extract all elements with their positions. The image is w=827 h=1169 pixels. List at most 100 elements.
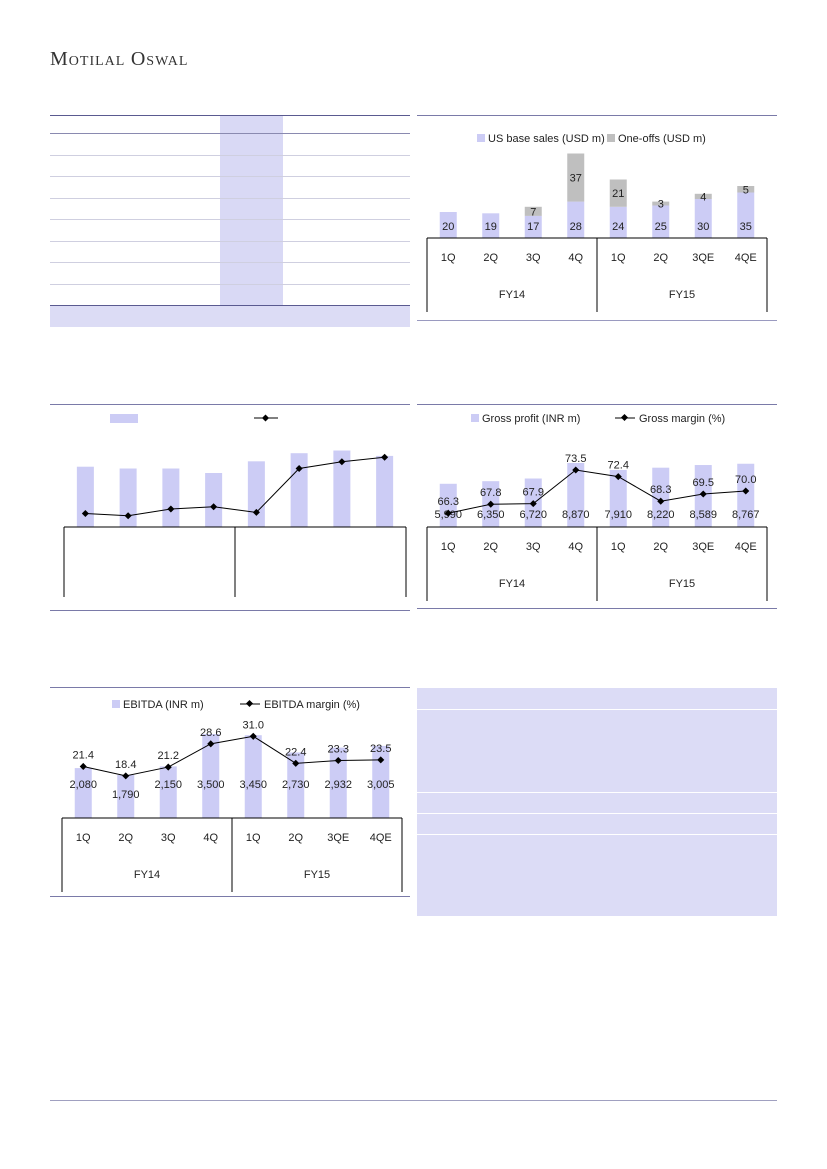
legend-line-marker [620, 413, 629, 422]
data-label-line: 21.2 [158, 750, 179, 762]
data-label-line: 67.8 [480, 487, 501, 499]
table-highlight-column [220, 116, 283, 327]
tick-label: 1Q [441, 541, 456, 553]
bar-one-off [609, 179, 627, 207]
bar [202, 734, 220, 818]
legend-one-offs-label: One-offs (USD m) [618, 133, 706, 145]
bar-one-off [737, 186, 755, 193]
legend-bar-swatch [112, 700, 120, 708]
line-marker [292, 759, 300, 767]
data-label-one-off: 7 [530, 206, 536, 218]
line-series [85, 456, 385, 517]
data-label-bar: 3,450 [239, 779, 267, 791]
data-label-one-off: 21 [612, 188, 624, 200]
legend-us-base-swatch [477, 134, 485, 142]
data-label-line: 67.9 [523, 487, 544, 499]
tick-label: 4Q [568, 541, 583, 553]
line-marker [487, 500, 495, 508]
data-label-bar: 2,730 [282, 779, 310, 791]
bar-us-base [694, 199, 712, 238]
legend-one-offs-swatch [607, 134, 615, 142]
tick-label: 3Q [161, 832, 176, 844]
data-label-one-off: 3 [658, 199, 664, 211]
bar-one-off [652, 201, 670, 206]
unlabeled-combo-chart [63, 414, 407, 597]
data-label-bar: 6,720 [519, 509, 547, 521]
legend-us-base-label: US base sales (USD m) [488, 133, 605, 145]
data-label-line: 68.3 [650, 484, 671, 496]
data-label-bar: 2,150 [154, 779, 182, 791]
bar [117, 775, 135, 818]
line-marker [742, 487, 750, 495]
ebitda-chart: EBITDA (INR m) EBITDA margin (%) 2,080 21.4… [61, 699, 403, 892]
bar [329, 747, 347, 818]
bar-one-off [567, 153, 585, 202]
bar [247, 461, 265, 527]
empty-table [50, 115, 410, 327]
tick-label: 3QE [692, 252, 714, 264]
line-marker [699, 490, 707, 498]
line-marker [338, 458, 346, 466]
group-label: FY14 [134, 869, 160, 881]
line-marker [81, 509, 89, 518]
brand-initial-1: M [50, 48, 69, 70]
data-label-bar: 8,220 [647, 509, 675, 521]
bar [205, 473, 223, 527]
legend-line-marker [245, 699, 254, 708]
data-label-bar: 6,350 [477, 509, 505, 521]
bar [376, 455, 394, 527]
line-series [83, 735, 381, 777]
data-label-line: 69.5 [693, 477, 714, 489]
tick-label: 1Q [441, 252, 456, 264]
data-label-bar: 8,870 [562, 509, 590, 521]
tick-label: 1Q [611, 541, 626, 553]
tick-label: 4Q [203, 832, 218, 844]
bar [74, 768, 92, 818]
tick-label: 4Q [568, 252, 583, 264]
data-label-one-off: 37 [570, 173, 582, 185]
tick-label: 3QE [327, 832, 349, 844]
tick-label: 2Q [288, 832, 303, 844]
data-label-line: 23.5 [370, 743, 391, 755]
tick-label: 3QE [692, 541, 714, 553]
line-marker [529, 500, 537, 508]
legend-bar-label: EBITDA (INR m) [123, 699, 204, 711]
data-label-line: 21.4 [73, 749, 94, 761]
data-label-line: 18.4 [115, 759, 136, 771]
data-label-bar: 8,767 [732, 509, 760, 521]
data-label-line: 23.3 [328, 743, 349, 755]
bar-us-base [652, 205, 670, 238]
line-series [448, 469, 746, 514]
data-label-bar: 3,500 [197, 779, 225, 791]
bar-us-base [524, 215, 542, 238]
data-label-bar: 2,932 [324, 779, 352, 791]
bar [333, 450, 351, 527]
data-label-line: 73.5 [565, 453, 586, 465]
group-label: FY15 [669, 578, 695, 590]
bar [159, 766, 177, 818]
line-marker [124, 512, 132, 520]
group-label: FY15 [669, 289, 695, 301]
data-label-us-base: 19 [485, 221, 497, 233]
tick-label: 2Q [483, 252, 498, 264]
bar-us-base [482, 213, 500, 238]
tick-label: 2Q [483, 541, 498, 553]
data-label-line: 22.4 [285, 746, 306, 758]
data-label-us-base: 24 [612, 221, 624, 233]
bar-one-off [524, 206, 542, 216]
line-marker [572, 466, 580, 474]
line-marker [334, 756, 342, 765]
us-sales-chart: US base sales (USD m) One-offs (USD m) 20 1… [426, 133, 768, 312]
data-label-bar: 1,790 [112, 789, 140, 801]
bar [372, 745, 390, 818]
bar-one-off [694, 193, 712, 199]
group-label: FY14 [499, 578, 525, 590]
bar [162, 468, 180, 527]
gross-profit-chart: Gross profit (INR m)Gross margin (%)5,99… [426, 413, 768, 601]
bar [76, 466, 94, 527]
tick-label: 1Q [76, 832, 91, 844]
data-label-us-base: 35 [740, 221, 752, 233]
data-label-bar: 3,005 [367, 779, 395, 791]
group-label: FY14 [499, 289, 525, 301]
brand-initial-2: O [130, 48, 147, 70]
